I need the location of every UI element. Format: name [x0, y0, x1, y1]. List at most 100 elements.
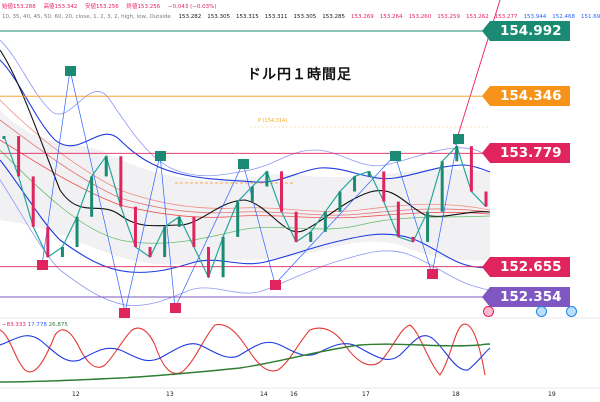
- ohlc-high: 高値153.342: [43, 4, 78, 10]
- zigzag-line: [41, 69, 459, 313]
- marker-low-4: [270, 280, 281, 290]
- price-point: [17, 136, 21, 177]
- price-point: [75, 216, 79, 247]
- price-point: [484, 191, 488, 207]
- indicator-value: 151.698: [580, 14, 600, 20]
- upper-band-line: [0, 39, 491, 177]
- event-flag-icon-1[interactable]: [483, 306, 494, 317]
- marker-low-1: [37, 260, 48, 270]
- price-level-tag: 153.779: [482, 143, 570, 164]
- indicator-header: 始値153.288 高値153.342 安値153.256 終値153.256 …: [0, 0, 600, 32]
- indicator-row: 10, 35, 40, 45, 50, 60, 20, close, 1, 2,…: [2, 14, 600, 20]
- marker-low-5: [427, 269, 438, 279]
- price-point: [396, 201, 400, 237]
- price-point: [440, 161, 444, 212]
- price-point: [469, 146, 473, 192]
- dashed-ref-label: P (154.314): [258, 118, 288, 124]
- marker-high-1: [65, 66, 76, 76]
- price-point: [353, 176, 357, 192]
- marker-low-3: [170, 303, 181, 313]
- ohlc-close: 終値153.256: [126, 4, 161, 10]
- price-point: [2, 136, 6, 140]
- marker-high-3: [238, 159, 249, 169]
- indicator-value: 153.277: [494, 14, 518, 20]
- indicator-value: 152.468: [552, 14, 575, 20]
- price-series-layer: [2, 135, 488, 279]
- upper-band-line-2: [0, 59, 491, 183]
- indicator-value: 153.285: [322, 14, 345, 20]
- price-level-tag: 154.992: [482, 21, 570, 41]
- price-point: [60, 246, 64, 258]
- x-tick-label: 13: [166, 391, 174, 398]
- ma-red-1: [0, 99, 491, 212]
- chart-title: ドル円１時間足: [247, 67, 352, 83]
- event-flag-icon-2[interactable]: [536, 306, 547, 317]
- x-tick-label: 12: [72, 391, 80, 398]
- price-point: [426, 211, 430, 242]
- oscillator-panel: [0, 318, 490, 388]
- price-point: [206, 246, 210, 278]
- price-point: [133, 206, 137, 247]
- x-tick-label: 14: [260, 391, 268, 398]
- price-point: [367, 171, 371, 177]
- oscillator-values: −83.333 17.778 26.875: [2, 322, 68, 328]
- osc-value-green: 26.875: [48, 322, 68, 328]
- indicator-params: 10, 35, 40, 45, 50, 60, 20, close, 1, 2,…: [2, 14, 171, 20]
- price-point: [236, 201, 240, 237]
- price-point: [280, 171, 284, 212]
- lower-band-line: [0, 179, 491, 306]
- price-levels-layer: [0, 30, 490, 298]
- ohlc-change: −0.043 (−0.03%): [168, 4, 217, 10]
- indicator-value: 153.260: [408, 14, 432, 20]
- indicator-value: 153.944: [523, 14, 547, 20]
- price-point: [192, 216, 196, 247]
- indicator-value: 153.311: [264, 14, 288, 20]
- osc-value-blue: 17.778: [27, 322, 47, 328]
- price-point: [90, 176, 94, 217]
- band-fill: [0, 110, 490, 265]
- price-point: [309, 231, 313, 242]
- ohlc-low: 安値153.256: [85, 4, 119, 10]
- price-point: [163, 226, 167, 258]
- ohlc-open: 始値153.288: [2, 4, 36, 10]
- price-point: [455, 146, 459, 162]
- price-point: [31, 176, 35, 227]
- price-point: [294, 211, 298, 242]
- osc-blue-line: [0, 335, 491, 371]
- price-point: [177, 216, 181, 227]
- price-point: [104, 156, 108, 177]
- lower-band-line-2: [0, 159, 491, 273]
- price-level-tag: 152.354: [482, 287, 570, 307]
- indicator-value: 153.282: [178, 14, 202, 20]
- marker-high-4: [390, 151, 401, 161]
- x-tick-label: 19: [548, 391, 556, 398]
- osc-red-line: [0, 323, 486, 376]
- price-point: [148, 246, 152, 258]
- osc-value-red: −83.333: [2, 322, 26, 328]
- indicator-values: 153.282 153.305 153.315 153.311 153.305 153.2…: [178, 14, 600, 20]
- swing-markers: [37, 66, 464, 318]
- indicator-value: 153.305: [207, 14, 230, 20]
- price-point: [382, 171, 386, 202]
- price-level-tag: 152.655: [482, 256, 570, 277]
- osc-green-line: [0, 343, 491, 383]
- price-point: [119, 156, 123, 207]
- indicator-value: 153.305: [293, 14, 317, 20]
- indicator-value: 153.269: [350, 14, 374, 20]
- x-tick-label: 18: [452, 391, 460, 398]
- price-point: [221, 236, 225, 278]
- indicator-value: 153.264: [379, 14, 403, 20]
- marker-high-2: [155, 151, 166, 161]
- price-point: [338, 191, 342, 212]
- price-point: [411, 236, 415, 242]
- x-tick-label: 17: [362, 391, 370, 398]
- price-point: [250, 186, 254, 202]
- marker-high-5: [453, 134, 464, 144]
- x-tick-label: 16: [290, 391, 298, 398]
- ohlc-row: 始値153.288 高値153.342 安値153.256 終値153.256 …: [2, 2, 222, 10]
- indicator-value: 153.262: [465, 14, 489, 20]
- event-flag-icon-3[interactable]: [566, 306, 577, 317]
- indicator-value: 153.315: [235, 14, 259, 20]
